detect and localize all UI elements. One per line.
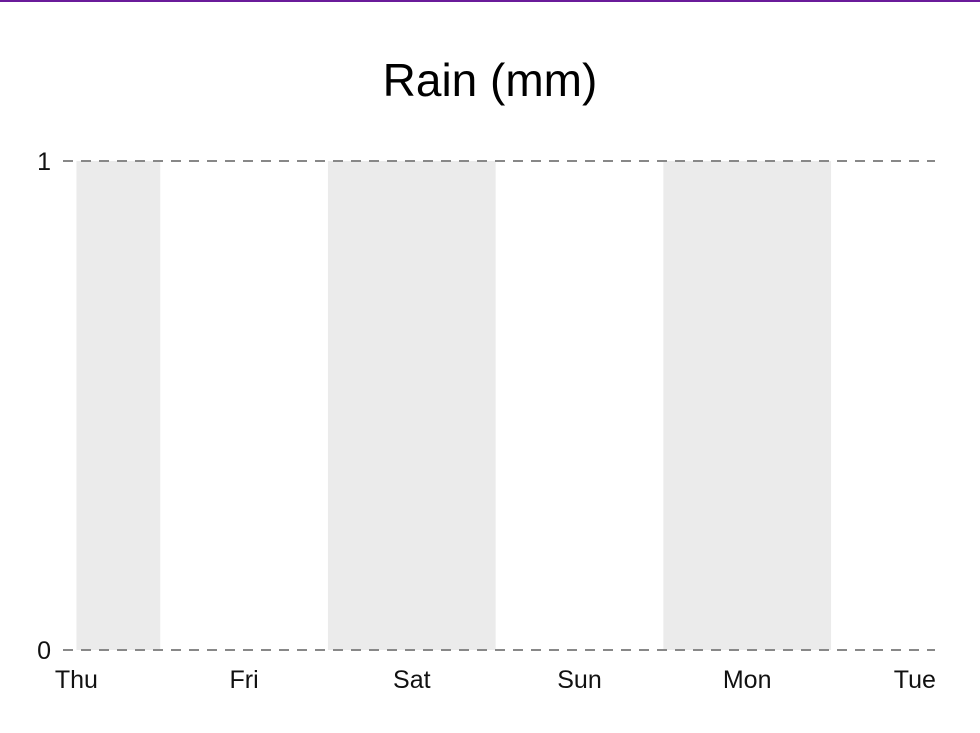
x-tick-label-thu: Thu	[55, 666, 98, 694]
chart-title: Rain (mm)	[382, 54, 598, 106]
top-accent-rule	[0, 0, 980, 2]
rain-bar-2	[663, 161, 832, 650]
x-tick-labels: Thu Fri Sat Sun Mon Tue	[55, 666, 936, 694]
x-tick-label-sat: Sat	[393, 666, 431, 694]
x-tick-label-mon: Mon	[723, 666, 772, 694]
y-tick-label: 1	[37, 148, 51, 176]
x-tick-label-sun: Sun	[557, 666, 601, 694]
grid-layer	[63, 160, 935, 651]
y-tick-label: 0	[37, 637, 51, 665]
x-tick-label-fri: Fri	[230, 666, 259, 694]
x-tick-label-tue: Tue	[894, 666, 936, 694]
y-tick-labels: 01	[37, 148, 51, 665]
rain-bar-0	[76, 161, 161, 650]
bars-layer	[76, 161, 832, 650]
rain-bar-1	[327, 161, 496, 650]
